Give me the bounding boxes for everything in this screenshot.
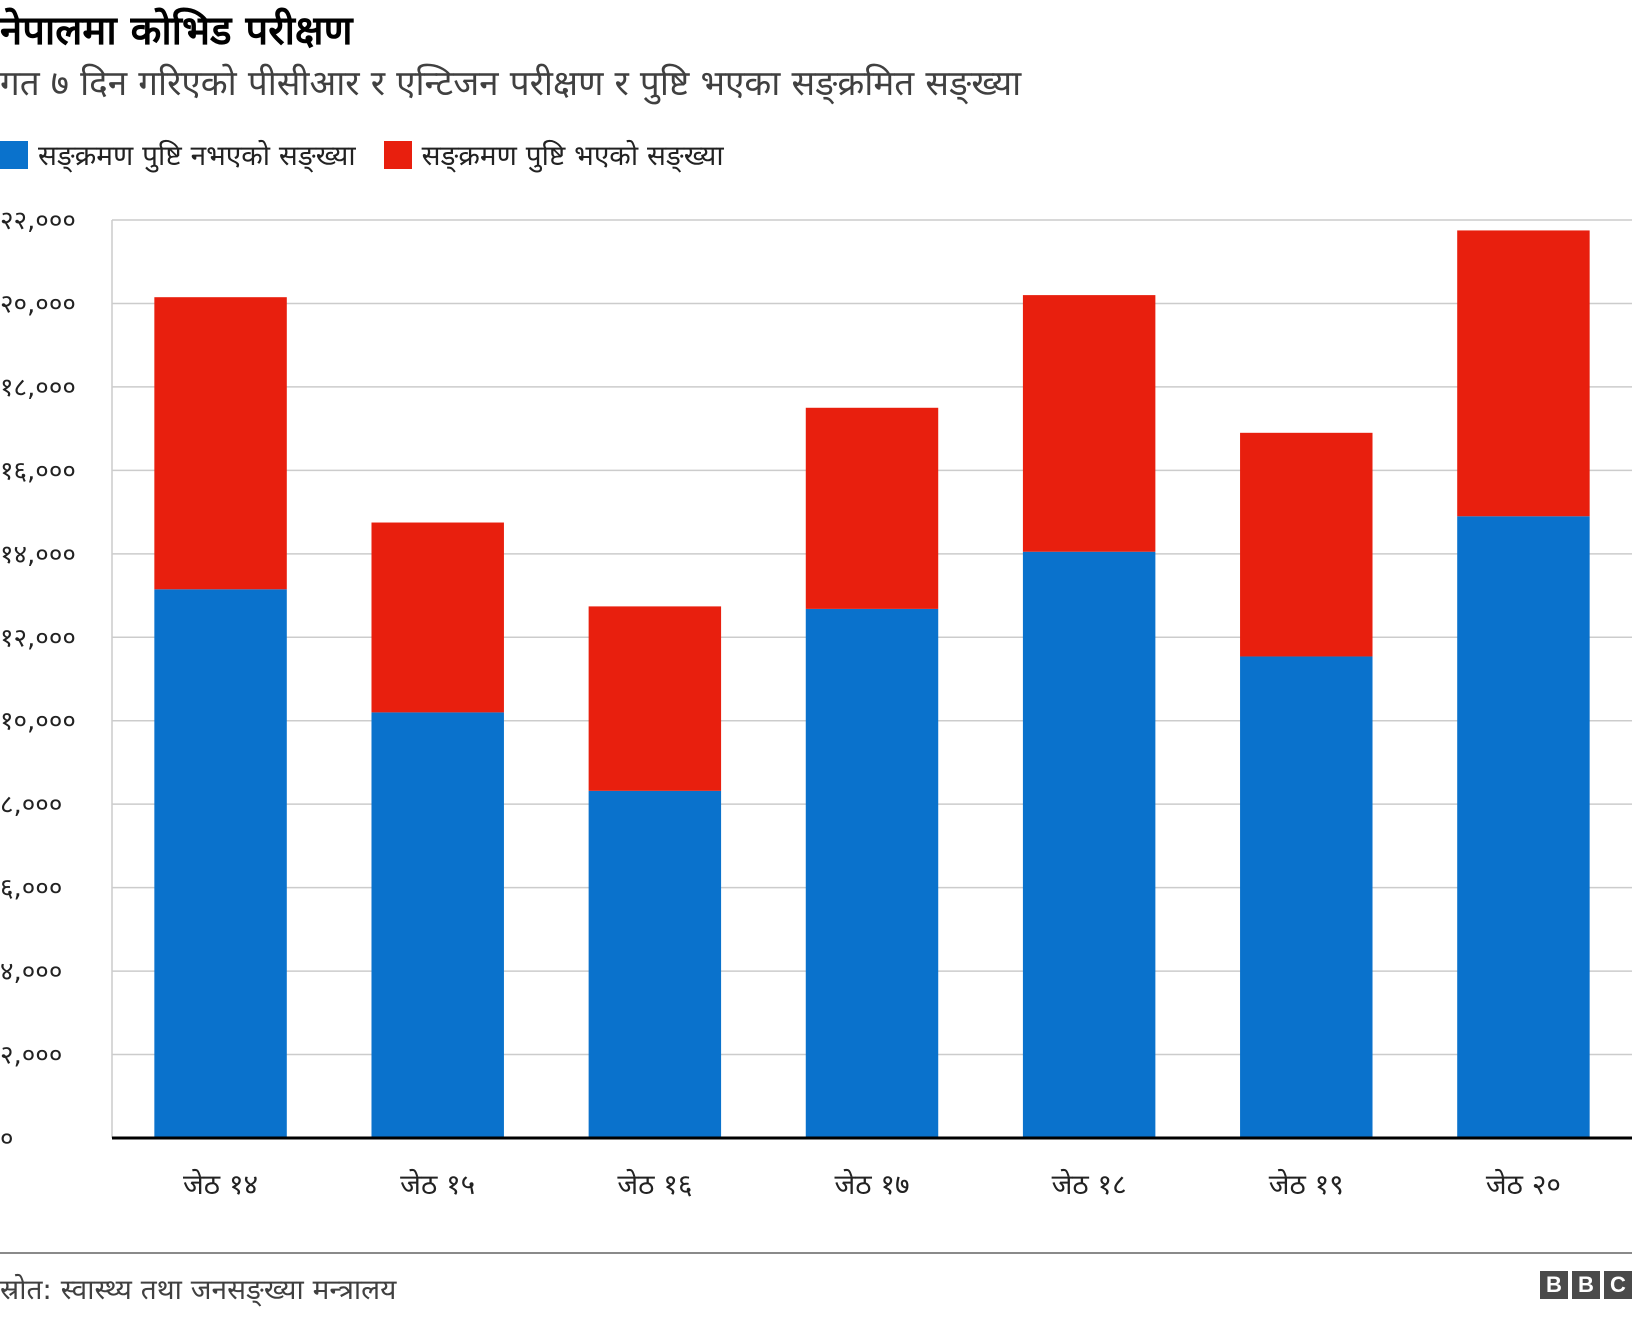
source-note: स्रोत: स्वास्थ्य तथा जनसङ्ख्या मन्त्रालय	[0, 1273, 397, 1306]
y-tick-label: १४,०००	[0, 540, 76, 570]
x-tick-label: जेठ २०	[1486, 1168, 1561, 1201]
y-tick-label: २२,०००	[0, 206, 76, 236]
footer-divider	[0, 1252, 1632, 1254]
y-tick-label: २०,०००	[0, 289, 76, 319]
bar-segment-confirmed	[154, 297, 287, 590]
x-tick-label: जेठ १९	[1269, 1168, 1344, 1201]
bbc-logo: B B C	[1540, 1271, 1632, 1299]
x-tick-label: जेठ १६	[617, 1168, 692, 1201]
y-tick-label: १०,०००	[0, 707, 76, 737]
legend-label-confirmed: सङ्क्रमण पुष्टि भएको सङ्ख्या	[421, 139, 724, 172]
bar-segment-not-confirmed	[1240, 656, 1373, 1138]
legend-swatch-red	[383, 141, 412, 169]
bbc-logo-letter: B	[1540, 1271, 1568, 1299]
bar-segment-not-confirmed	[588, 790, 722, 1138]
y-tick-label: १६,०००	[0, 456, 76, 486]
bar-segment-not-confirmed	[154, 589, 287, 1138]
bbc-logo-letter: B	[1572, 1271, 1600, 1299]
y-tick-label: २,०००	[0, 1041, 62, 1071]
y-tick-label: ०	[0, 1124, 14, 1154]
bar-segment-not-confirmed	[1022, 551, 1156, 1138]
stacked-bar-chart: ० २,००० ४,००० ६,००० ८,००० १०,००० १२,००० १४,००० १…	[0, 206, 1632, 1201]
legend: सङ्क्रमण पुष्टि नभएको सङ्ख्या सङ्क्रमण प…	[0, 133, 724, 177]
x-tick-label: जेठ १७	[834, 1168, 909, 1201]
y-tick-label: ४,०००	[0, 957, 62, 987]
bar-segment-not-confirmed	[1457, 516, 1590, 1138]
y-tick-label: १२,०००	[0, 623, 76, 653]
y-tick-label: ८,०००	[0, 790, 62, 820]
bar-segment-confirmed	[1240, 432, 1373, 657]
bar-segment-confirmed	[371, 522, 504, 713]
y-tick-label: १८,०००	[0, 373, 76, 403]
legend-item-not-confirmed: सङ्क्रमण पुष्टि नभएको सङ्ख्या	[0, 136, 356, 174]
x-tick-label: जेठ १५	[400, 1168, 475, 1201]
bar-segment-confirmed	[1457, 230, 1590, 517]
x-tick-label: जेठ १४	[183, 1168, 258, 1201]
bar-segment-not-confirmed	[805, 608, 939, 1138]
bar-segment-confirmed	[805, 407, 939, 609]
bbc-logo-letter: C	[1604, 1271, 1632, 1299]
bar-segment-confirmed	[1022, 295, 1156, 552]
legend-swatch-blue	[0, 141, 28, 169]
chart-subtitle: गत ७ दिन गरिएको पीसीआर र एन्टिजन परीक्षण…	[0, 64, 1022, 104]
legend-item-confirmed: सङ्क्रमण पुष्टि भएको सङ्ख्या	[383, 136, 724, 174]
y-tick-label: ६,०००	[0, 874, 62, 904]
legend-label-not-confirmed: सङ्क्रमण पुष्टि नभएको सङ्ख्या	[38, 139, 356, 172]
chart-title: नेपालमा कोभिड परीक्षण	[0, 8, 353, 54]
bar-segment-confirmed	[588, 606, 722, 791]
bar-segment-not-confirmed	[371, 712, 504, 1138]
x-tick-label: जेठ १८	[1052, 1168, 1127, 1201]
